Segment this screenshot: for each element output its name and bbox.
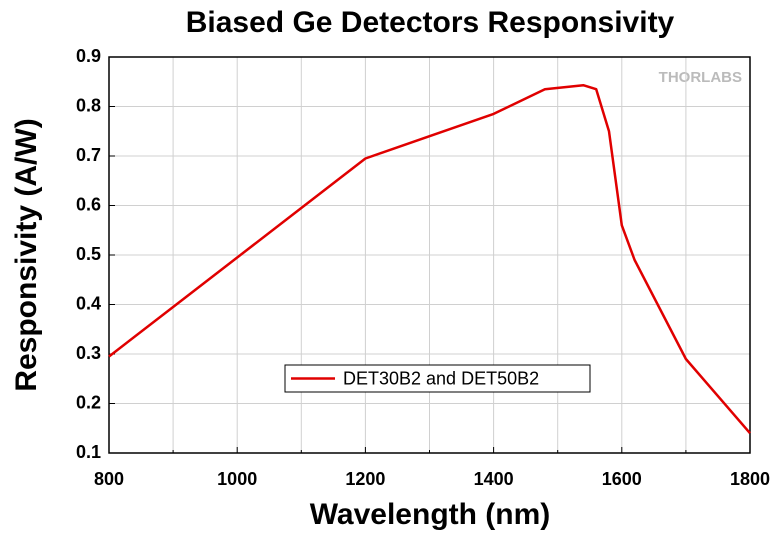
y-axis-label: Responsivity (A/W) xyxy=(10,118,43,391)
x-tick-label: 1800 xyxy=(730,469,770,489)
y-tick-label: 0.7 xyxy=(76,145,101,165)
y-tick-label: 0.6 xyxy=(76,194,101,214)
legend-box xyxy=(284,364,591,393)
y-tick-label: 0.8 xyxy=(76,95,101,115)
y-tick-label: 0.4 xyxy=(76,293,101,313)
x-tick-label: 800 xyxy=(94,469,124,489)
x-axis-label: Wavelength (nm) xyxy=(310,498,551,531)
y-tick-label: 0.3 xyxy=(76,343,101,363)
y-tick-label: 0.1 xyxy=(76,442,101,462)
x-tick-label: 1000 xyxy=(217,469,257,489)
y-tick-label: 0.2 xyxy=(76,392,101,412)
y-tick-label: 0.5 xyxy=(76,244,101,264)
legend-label: DET30B2 and DET50B2 xyxy=(343,368,539,388)
x-tick-label: 1400 xyxy=(474,469,514,489)
x-tick-label: 1600 xyxy=(602,469,642,489)
x-tick-label: 1200 xyxy=(345,469,385,489)
watermark: THORLABS xyxy=(659,69,742,86)
chart-title: Biased Ge Detectors Responsivity xyxy=(186,6,675,39)
y-tick-label: 0.9 xyxy=(76,46,101,66)
line-series xyxy=(108,83,751,435)
plot-frame xyxy=(108,56,751,454)
